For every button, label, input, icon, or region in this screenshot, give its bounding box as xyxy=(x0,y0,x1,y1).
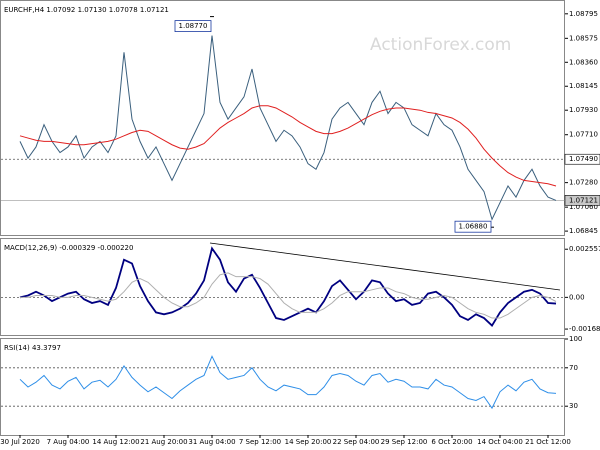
x-tick-label: 22 Sep 04:00 xyxy=(333,438,380,446)
series-line xyxy=(19,105,557,187)
annotation-label: 1.06880 xyxy=(459,223,488,231)
annotation-box xyxy=(174,20,212,33)
macd-panel xyxy=(0,238,565,336)
watermark: ActionForex.com xyxy=(370,35,511,55)
x-tick-label: 6 Oct 20:00 xyxy=(431,438,472,446)
y-tick-label: 1.08145 xyxy=(569,82,598,90)
level-box xyxy=(564,153,600,165)
x-tick-label: 21 Aug 20:00 xyxy=(140,438,187,446)
series-line xyxy=(19,246,557,328)
annotation-label: 1.08770 xyxy=(179,22,208,30)
y-tick-label: 1.07930 xyxy=(569,106,598,114)
y-tick-label: 0.00 xyxy=(569,293,585,301)
x-tick-label: 7 Aug 04:00 xyxy=(47,438,90,446)
y-tick-label: 1.08795 xyxy=(569,10,598,18)
rsi-panel xyxy=(0,338,565,436)
price-panel xyxy=(0,0,565,236)
x-tick-label: 31 Aug 04:00 xyxy=(188,438,235,446)
x-tick-label: 14 Oct 04:00 xyxy=(477,438,523,446)
y-tick-label: -0.001685 xyxy=(569,325,600,333)
y-tick-label: 1.08360 xyxy=(569,58,598,66)
series-line xyxy=(19,355,557,410)
x-tick-label: 7 Sep 12:00 xyxy=(239,438,281,446)
y-tick-label: 100 xyxy=(569,335,582,343)
y-tick-label: 1.06845 xyxy=(569,227,598,235)
x-tick-label: 14 Aug 12:00 xyxy=(92,438,139,446)
y-tick-label: 1.08575 xyxy=(569,34,598,42)
y-tick-label: 1.07060 xyxy=(569,203,598,211)
x-tick-label: 30 Jul 2020 xyxy=(0,438,40,446)
series-line xyxy=(20,272,557,319)
y-tick-label: 1.07280 xyxy=(569,179,598,187)
level-label: 1.07490 xyxy=(569,155,598,163)
x-tick-label: 21 Oct 12:00 xyxy=(525,438,571,446)
y-tick-label: 1.07710 xyxy=(569,131,598,139)
x-tick-label: 14 Sep 20:00 xyxy=(285,438,332,446)
x-tick-label: 29 Sep 12:00 xyxy=(381,438,428,446)
panel-title: MACD(12,26,9) -0.000329 -0.000220 xyxy=(4,244,133,252)
series-line xyxy=(19,35,557,221)
annotation-box xyxy=(454,220,492,233)
level-box xyxy=(564,195,600,206)
panel-title: EURCHF,H4 1.07092 1.07130 1.07078 1.0712… xyxy=(4,6,169,14)
y-tick-label: 30 xyxy=(569,402,578,410)
trend-line xyxy=(209,242,561,291)
y-tick-label: 0.002557 xyxy=(569,245,600,253)
level-label: 1.07121 xyxy=(569,196,598,204)
panel-title: RSI(14) 43.3797 xyxy=(4,344,61,352)
y-tick-label: 70 xyxy=(569,364,578,372)
